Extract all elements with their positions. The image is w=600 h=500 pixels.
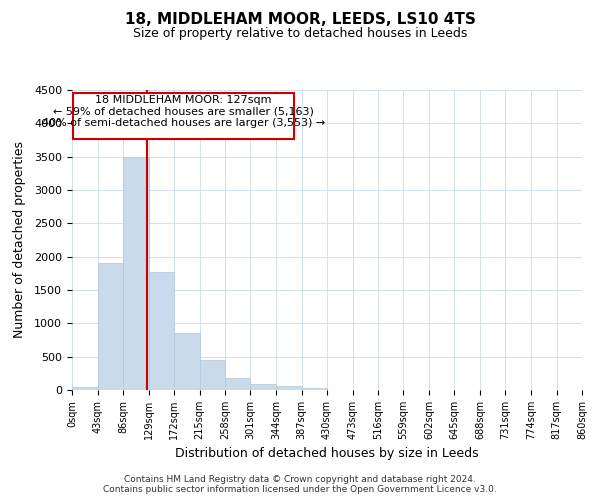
Text: ← 59% of detached houses are smaller (5,163): ← 59% of detached houses are smaller (5,… (53, 106, 314, 117)
Y-axis label: Number of detached properties: Number of detached properties (13, 142, 26, 338)
Bar (199, 360, 225, 390)
Bar (149, 272, 174, 390)
Text: Contains HM Land Registry data © Crown copyright and database right 2024.: Contains HM Land Registry data © Crown c… (124, 474, 476, 484)
Bar (225, 378, 251, 390)
Bar (72, 388, 97, 390)
Text: Contains public sector information licensed under the Open Government Licence v3: Contains public sector information licen… (103, 485, 497, 494)
Bar (251, 384, 276, 390)
Bar (123, 156, 149, 390)
Text: Size of property relative to detached houses in Leeds: Size of property relative to detached ho… (133, 28, 467, 40)
Bar (302, 388, 327, 390)
Text: 18, MIDDLEHAM MOOR, LEEDS, LS10 4TS: 18, MIDDLEHAM MOOR, LEEDS, LS10 4TS (125, 12, 475, 28)
Bar (174, 332, 199, 390)
Text: 18 MIDDLEHAM MOOR: 127sqm: 18 MIDDLEHAM MOOR: 127sqm (95, 94, 272, 104)
Text: 40% of semi-detached houses are larger (3,553) →: 40% of semi-detached houses are larger (… (42, 118, 325, 128)
Bar (276, 386, 302, 390)
FancyBboxPatch shape (73, 94, 295, 140)
X-axis label: Distribution of detached houses by size in Leeds: Distribution of detached houses by size … (175, 448, 479, 460)
Bar (97, 264, 123, 390)
